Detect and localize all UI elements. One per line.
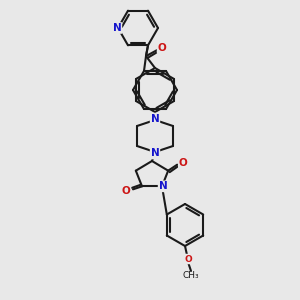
Text: N: N	[151, 113, 159, 124]
Text: CH₃: CH₃	[183, 271, 199, 280]
Text: N: N	[151, 148, 159, 158]
Text: O: O	[184, 254, 192, 263]
Text: N: N	[112, 23, 122, 33]
Text: N: N	[159, 181, 167, 191]
Text: O: O	[158, 43, 166, 53]
Text: O: O	[122, 186, 130, 196]
Text: O: O	[179, 158, 188, 168]
